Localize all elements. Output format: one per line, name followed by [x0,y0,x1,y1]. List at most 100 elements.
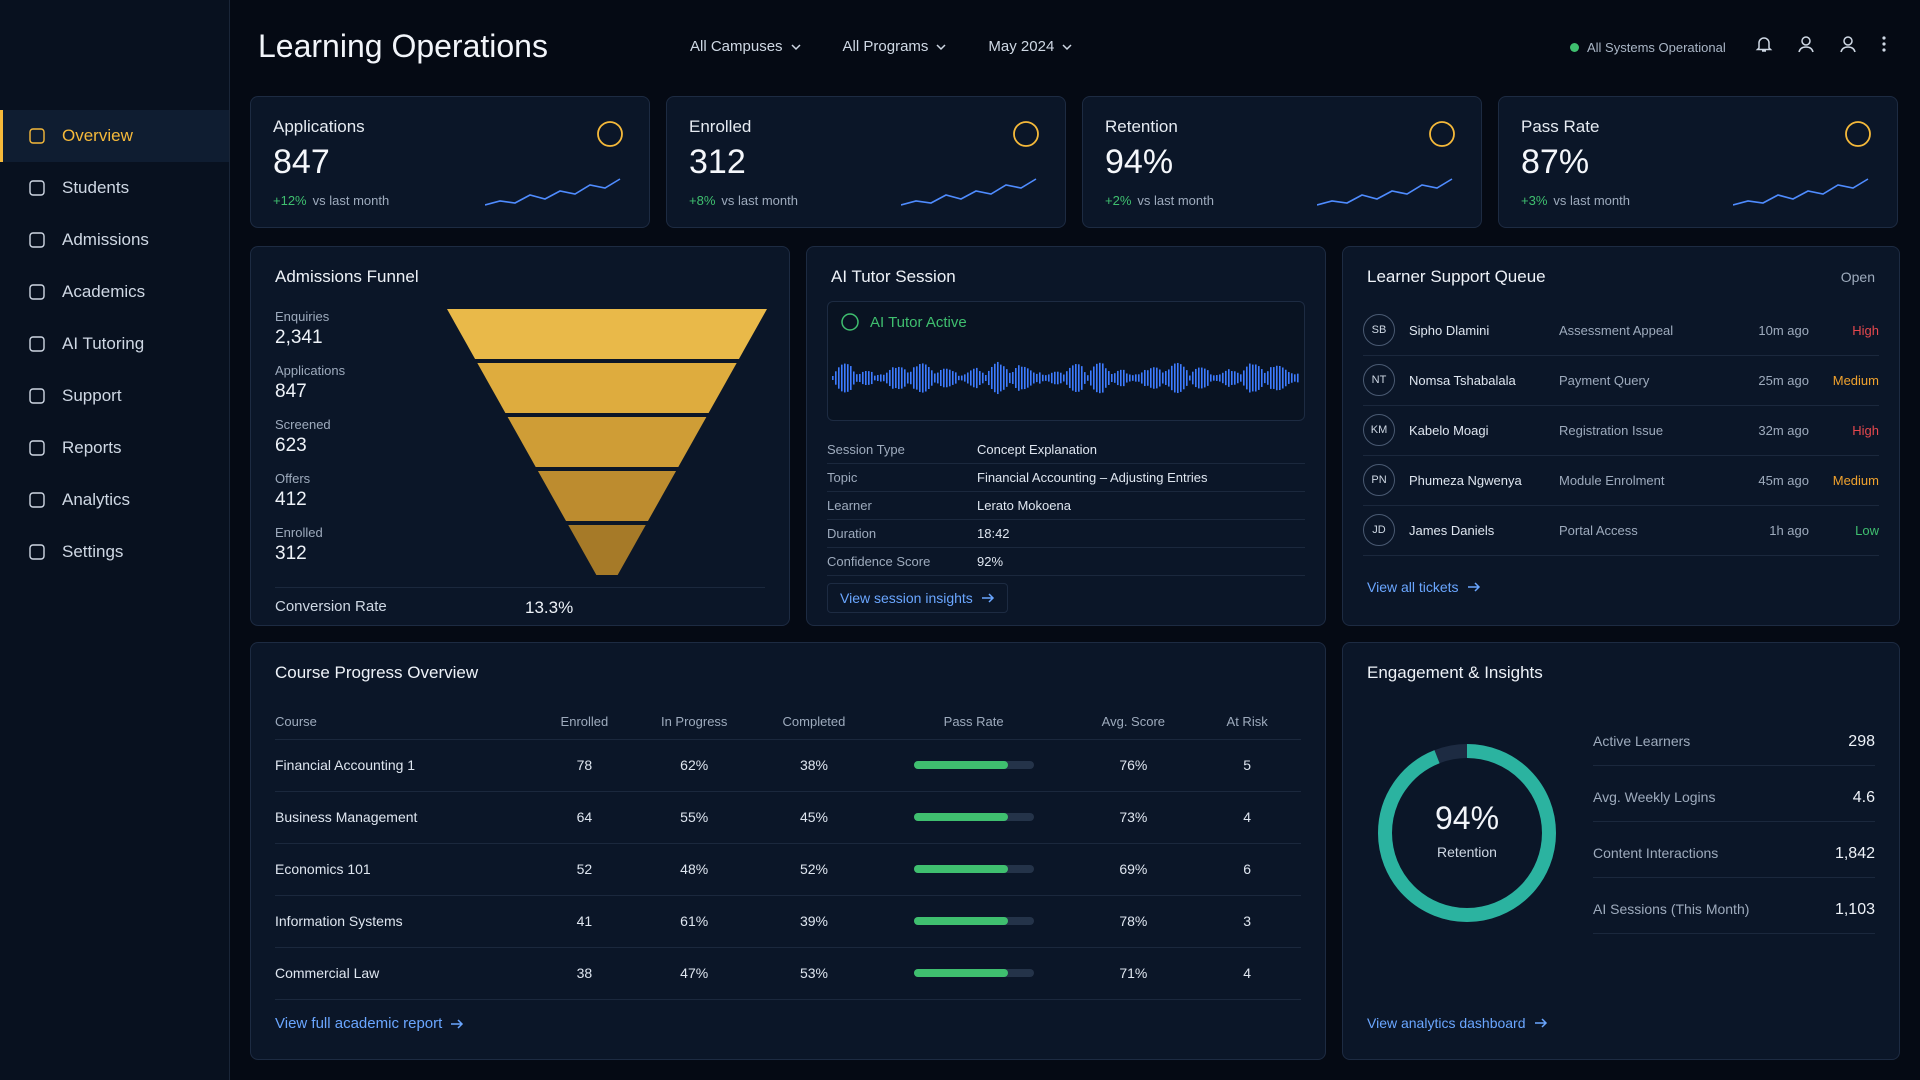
nav-item[interactable]: Students [0,162,229,214]
tickets-link[interactable]: View all tickets [1367,579,1481,595]
metric-value: 4.6 [1852,789,1875,806]
notifications-button[interactable] [1754,34,1774,54]
funnel-stage: Screened 623 [275,417,331,457]
panel-title: Course Progress Overview [275,663,479,682]
user-button[interactable] [1796,34,1816,54]
wave-bar [1162,372,1164,384]
link-arrow [451,1018,464,1029]
nav-item[interactable]: AI Tutoring [0,318,229,370]
kpi-delta: +3% [1521,193,1548,208]
ticket-row[interactable]: SB Sipho Dlamini Assessment Appeal 10m ago H… [1363,305,1879,356]
link-text: View full academic report [275,1015,443,1032]
detail-label: Learner [827,497,872,513]
ai-tutor-session: AI Tutor Session AI Tutor Active Session T… [806,246,1326,626]
nav-item[interactable]: Admissions [0,214,229,266]
detail-value: 92% [977,553,1004,569]
system-status: All Systems Operational [1570,40,1726,55]
nav-item[interactable]: Overview [0,110,229,162]
ticket-priority: Medium [1832,472,1879,488]
wave-bar [1006,369,1008,387]
status-dot [1570,43,1579,52]
ticket-row[interactable]: PN Phumeza Ngwenya Module Enrolment 45m ago… [1363,455,1879,506]
session-detail: Confidence Score 92% [827,547,1305,576]
wave-bar [1063,374,1065,382]
ticket-issue: Registration Issue [1559,422,1664,438]
filter-dropdown[interactable]: All Campuses [690,38,801,55]
wave-bar [1087,375,1089,381]
nav-label: Academics [62,282,146,301]
filter-bar: All Campuses All Programs May 2024 [690,38,1072,55]
ticket-row[interactable]: NT Nomsa Tshabalala Payment Query 25m ago Me… [1363,355,1879,406]
ticket-name: James Daniels [1409,522,1495,538]
wave-bar [1027,368,1029,388]
wave-bar [1117,370,1119,386]
ticket-time: 45m ago [1758,472,1809,488]
wave-bar [835,371,837,385]
detail-label: Topic [827,469,858,485]
kpi-label: Enrolled [689,117,752,136]
column-header: Course [275,713,317,729]
wave-bar [910,371,912,385]
pass-rate-bar [913,865,1034,873]
wave-bar [1210,374,1212,382]
wave-bar [883,374,885,382]
nav-item[interactable]: Analytics [0,474,229,526]
status-text: All Systems Operational [1587,40,1726,55]
detail-value: Concept Explanation [977,441,1097,457]
table-cell: 48% [680,861,709,877]
table-cell: 4 [1243,809,1252,825]
wave-bar [916,366,918,390]
filter-dropdown[interactable]: May 2024 [988,38,1072,55]
wave-bar [1123,369,1125,387]
profile-button[interactable] [1838,34,1858,54]
column-header: Enrolled [560,713,609,729]
wave-bar [973,368,975,388]
session-detail: Session Type Concept Explanation [827,435,1305,464]
wave-bar [1060,372,1062,384]
funnel-segment [447,309,767,359]
ticket-issue: Payment Query [1559,372,1650,388]
wave-bar [1039,372,1041,384]
kpi-value: 312 [689,143,746,181]
stage-label: Screened [275,417,331,432]
wave-bar [1018,365,1020,391]
course-row: Business Management 64 55% 45% 73% 4 [275,791,1301,844]
wave-bar [1288,372,1290,384]
wave-bar [1183,366,1185,390]
filter-dropdown[interactable]: All Programs [843,38,947,55]
nav-icon [29,544,45,560]
wave-bar [976,367,978,389]
wave-bar [886,372,888,384]
nav-icon [29,440,45,456]
table-cell: Economics 101 [275,861,371,877]
wave-bar [1048,374,1050,382]
bar-fill [913,761,1008,769]
nav-item[interactable]: Support [0,370,229,422]
ticket-row[interactable]: KM Kabelo Moagi Registration Issue 32m ago H… [1363,405,1879,456]
wave-bar [1075,364,1077,392]
wave-bar [904,369,906,387]
more-button[interactable] [1880,34,1888,54]
stage-value: 2,341 [275,327,323,348]
table-cell: 4 [1243,965,1252,981]
wave-bar [1291,373,1293,383]
status-text: AI Tutor Active [870,313,967,331]
funnel-stage: Applications 847 [275,363,345,403]
funnel-stage: Enrolled 312 [275,525,323,565]
wave-bar [1015,368,1017,388]
wave-bar [1009,372,1011,384]
nav-item[interactable]: Settings [0,526,229,578]
ticket-row[interactable]: JD James Daniels Portal Access 1h ago Low [1363,505,1879,556]
nav-item[interactable]: Reports [0,422,229,474]
kpi-label: Applications [273,117,365,136]
ticket-name: Sipho Dlamini [1409,322,1490,338]
table-cell: 73% [1119,809,1148,825]
nav-item[interactable]: Academics [0,266,229,318]
wave-bar [955,372,957,384]
queue-filter[interactable]: Open [1840,269,1875,285]
report-link[interactable]: View full academic report [275,1015,464,1032]
session-link[interactable]: View session insights [827,583,1008,613]
analytics-link[interactable]: View analytics dashboard [1367,1015,1548,1031]
table-cell: Information Systems [275,913,403,929]
wave-bar [1090,370,1092,386]
